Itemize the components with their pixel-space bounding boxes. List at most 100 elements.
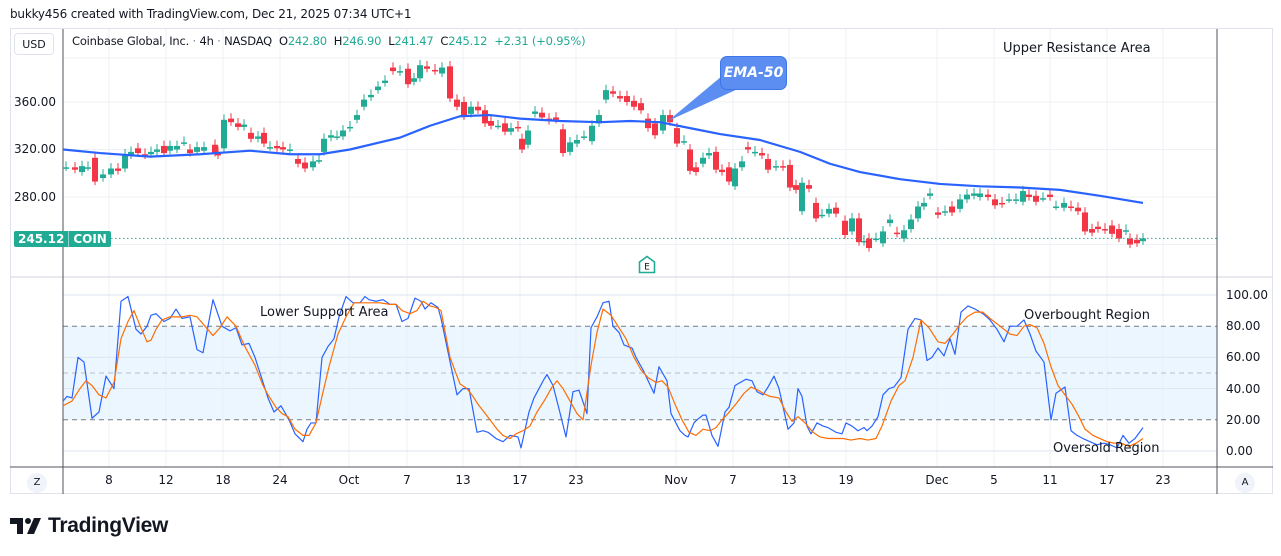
time-axis-label: 23 (568, 473, 584, 487)
candle-body (799, 182, 805, 212)
candle-body (992, 199, 998, 206)
candle-body (589, 125, 595, 142)
candle-body (813, 202, 819, 219)
candle-body (181, 142, 187, 144)
earnings-marker[interactable]: E (638, 255, 656, 274)
candle-body (63, 167, 69, 169)
candle-body (617, 96, 623, 99)
candle-body (887, 219, 893, 224)
candle-body (1047, 194, 1053, 197)
legend-separator: · (217, 34, 225, 48)
time-axis-label: 8 (105, 473, 113, 487)
candle-body (310, 161, 316, 168)
candle-body (713, 151, 719, 170)
candle-body (624, 96, 630, 102)
candle-body (261, 132, 267, 144)
currency-button[interactable]: USD (14, 33, 54, 55)
candle-body (417, 65, 423, 79)
oversold-annotation[interactable]: Oversold Region (1053, 441, 1160, 456)
candle-body (167, 145, 173, 151)
candle-body (375, 86, 381, 91)
candle-body (806, 185, 812, 189)
candle-body (1127, 238, 1133, 245)
candle-body (645, 118, 651, 129)
candle-body (780, 166, 786, 168)
candle-body (1102, 229, 1108, 231)
stochastic-d-line (62, 300, 1144, 447)
candle-body (1061, 202, 1067, 208)
legend-separator: · (192, 34, 200, 48)
candle-body (739, 161, 745, 168)
ema-50-callout[interactable]: EMA-50 (720, 56, 787, 90)
candle-body (674, 128, 680, 144)
candle-body (508, 128, 514, 132)
low-value: 241.47 (394, 34, 434, 48)
candle-body (1134, 239, 1140, 244)
candle-body (368, 94, 374, 98)
candle-body (187, 149, 193, 154)
candle-body (461, 102, 467, 117)
candle-body (1068, 206, 1074, 208)
upper-resistance-annotation[interactable]: Upper Resistance Area (1003, 41, 1151, 56)
lower-support-annotation[interactable]: Lower Support Area (260, 305, 389, 320)
candle-body (732, 168, 738, 187)
candle-body (525, 130, 531, 145)
time-axis-label: 13 (781, 473, 797, 487)
candle-body (826, 208, 832, 214)
candle-body (488, 121, 494, 126)
time-axis-label: Nov (664, 473, 688, 487)
candle-body (793, 185, 799, 190)
candle-body (148, 151, 154, 155)
time-axis-label: 18 (215, 473, 231, 487)
candle-body (92, 157, 98, 182)
symbol-interval[interactable]: 4h (199, 34, 214, 48)
candle-body (475, 106, 481, 111)
candle-body (759, 153, 765, 156)
candle-body (201, 147, 207, 151)
candle-body (248, 132, 254, 139)
candle-body (921, 202, 927, 207)
candle-body (174, 145, 180, 150)
time-axis-label: 7 (729, 473, 737, 487)
auto-scale-button[interactable]: A (1235, 473, 1255, 493)
time-axis-label: 17 (512, 473, 528, 487)
candle-body (574, 140, 580, 144)
candle-body (999, 202, 1005, 205)
overbought-annotation[interactable]: Overbought Region (1024, 308, 1150, 323)
candle-body (79, 166, 85, 173)
candle-body (652, 123, 658, 136)
candle-body (439, 67, 445, 74)
current-price-label: 245.12 COIN (14, 231, 111, 247)
oscillator-axis-label: 80.00 (1226, 319, 1261, 333)
candle-body (532, 111, 538, 114)
candle-body (765, 159, 771, 170)
candle-body (128, 151, 134, 156)
candle-body (100, 174, 106, 178)
candle-body (752, 151, 758, 154)
candle-body (354, 115, 360, 120)
candle-body (935, 212, 941, 215)
candle-body (693, 167, 699, 173)
candle-body (901, 230, 907, 239)
candle-body (135, 148, 141, 154)
tradingview-logo[interactable]: TradingView (10, 514, 168, 538)
close-label: C (440, 34, 449, 48)
candle-body (1123, 230, 1129, 232)
candle-body (681, 141, 687, 143)
candle-body (964, 194, 970, 200)
high-value: 246.90 (342, 34, 382, 48)
candle-body (977, 193, 983, 197)
symbol-name[interactable]: Coinbase Global, Inc. (72, 34, 190, 48)
candle-body (316, 160, 322, 162)
candle-body (880, 231, 886, 244)
candle-body (1082, 212, 1088, 232)
candle-body (726, 167, 732, 182)
oscillator-axis-label: 20.00 (1226, 413, 1261, 427)
candle-body (856, 218, 862, 243)
candle-body (85, 167, 91, 169)
candle-body (638, 103, 644, 111)
open-label: O (278, 34, 288, 48)
zoom-reset-button[interactable]: Z (27, 473, 47, 493)
oscillator-axis-label: 0.00 (1226, 444, 1253, 458)
